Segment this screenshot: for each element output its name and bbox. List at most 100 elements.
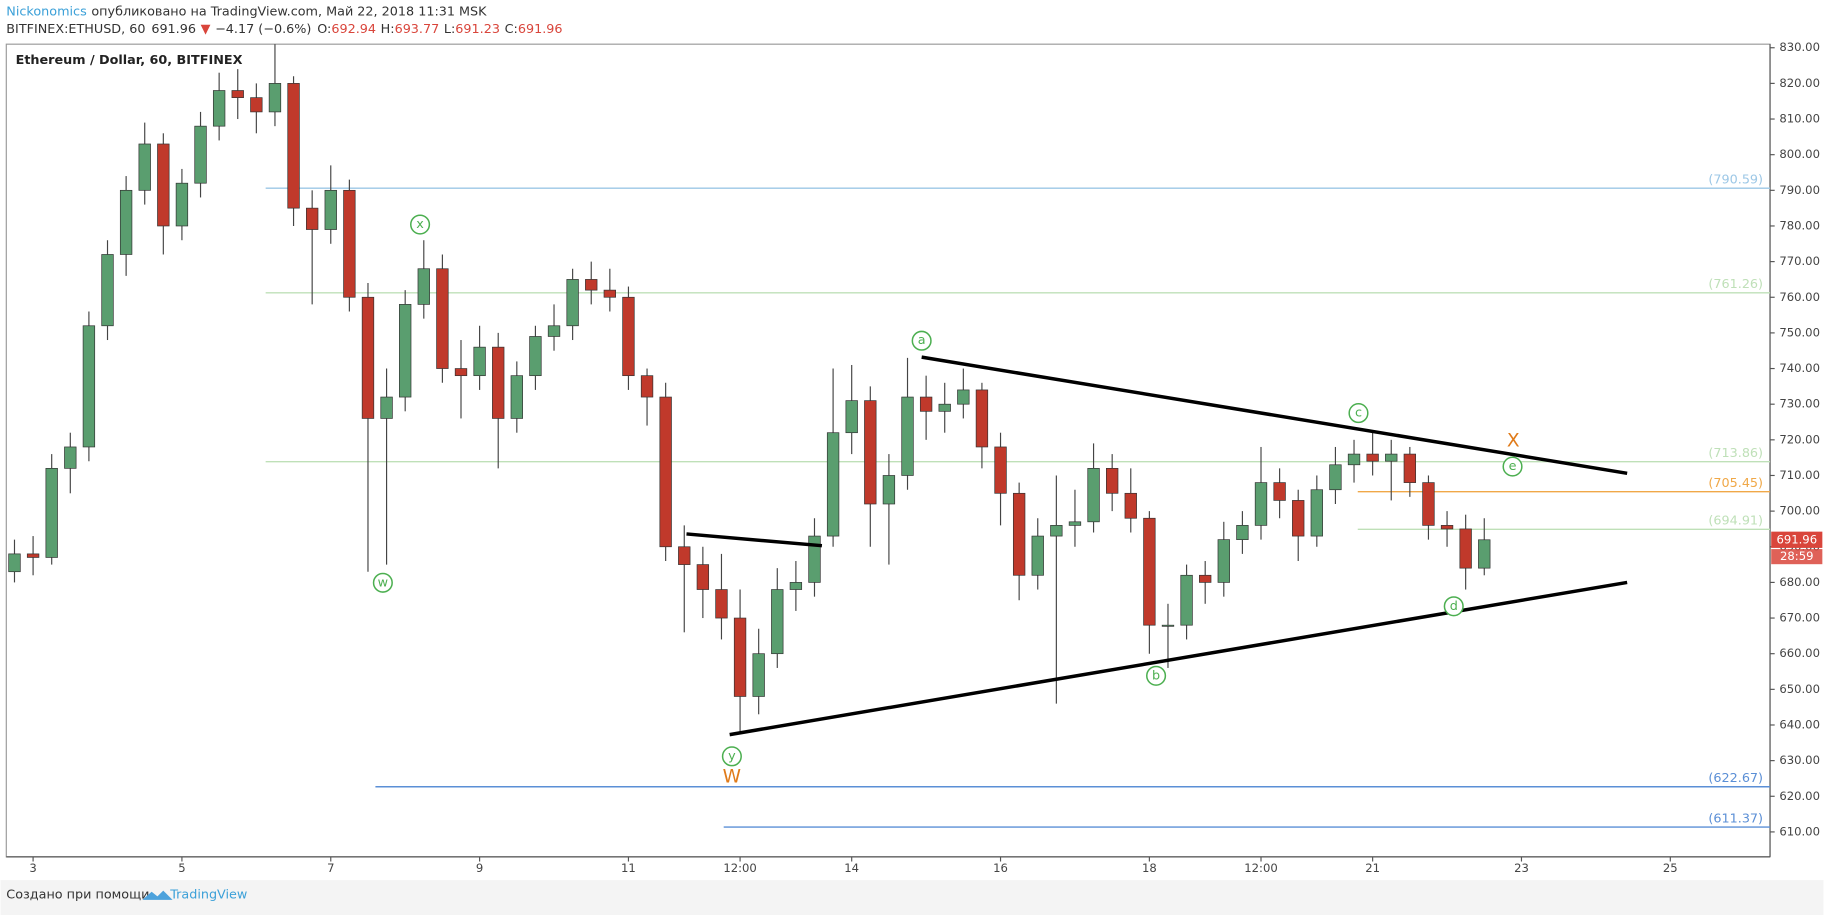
change: −4.17 (−0.6%) [215, 22, 311, 37]
candle-body [417, 268, 430, 305]
candle-body [789, 582, 803, 590]
author[interactable]: Nickonomics [6, 4, 87, 19]
candle-body [1292, 500, 1305, 537]
symbol: BITFINEX:ETHUSD, 60 [6, 22, 145, 37]
candle-body [231, 90, 244, 98]
candle-body [919, 396, 933, 412]
wave-label: w [378, 575, 388, 590]
c-label: C: [505, 22, 518, 37]
low: 691.23 [455, 22, 500, 37]
close: 691.96 [518, 22, 563, 37]
candle-body [380, 396, 393, 419]
trendline [729, 580, 1628, 737]
y-tick-label: 830.00 [1779, 40, 1820, 54]
open: 692.94 [331, 22, 376, 37]
wave-label: c [1355, 406, 1362, 421]
candle-body [882, 475, 896, 505]
wave-label: y [728, 749, 736, 764]
y-tick-label: 820.00 [1779, 76, 1820, 90]
published: опубликовано на TradingView.com, Май 22,… [91, 4, 487, 19]
candle-body [268, 83, 282, 113]
footer-brand[interactable]: TradingView [169, 888, 247, 903]
candle-body [1050, 525, 1063, 537]
candle-body [678, 546, 691, 565]
level-label: (705.45) [1708, 476, 1763, 491]
wave-label: X [1507, 430, 1520, 451]
candle-body [771, 589, 784, 655]
countdown-tag [1771, 549, 1823, 565]
candle-body [250, 97, 263, 113]
footer-bar [0, 880, 1824, 915]
y-tick-label: 610.00 [1779, 824, 1820, 838]
candle-body [752, 653, 765, 697]
candle-body [640, 375, 654, 398]
candle-body [194, 125, 207, 184]
level-label: (790.59) [1708, 173, 1763, 188]
candle-body [1273, 482, 1286, 501]
candle-body [492, 346, 505, 419]
candle-body [473, 346, 486, 377]
candle-body [1478, 539, 1491, 569]
candle-body [1403, 453, 1417, 483]
candle-body [343, 189, 356, 298]
candle-body [1106, 467, 1119, 494]
wave-circle [1146, 665, 1167, 686]
x-tick-label: 12:00 [1244, 861, 1277, 875]
candle-body [287, 83, 300, 209]
candle-body [585, 279, 598, 291]
candle-body [975, 389, 989, 448]
candle-body [547, 325, 561, 337]
candle-body [64, 446, 77, 469]
candle-body [1385, 453, 1398, 462]
l-label: L: [444, 22, 455, 37]
candle-body [696, 564, 710, 590]
x-tick-label: 16 [993, 861, 1008, 875]
candle-body [901, 396, 914, 476]
y-tick-label: 780.00 [1779, 218, 1820, 232]
candle-body [119, 189, 133, 255]
y-tick-label: 730.00 [1779, 397, 1820, 411]
candle-body [733, 617, 747, 697]
y-tick-label: 710.00 [1779, 468, 1820, 482]
candle-body [622, 296, 635, 377]
candle-body [101, 254, 114, 327]
candle-body [212, 90, 226, 127]
candle-body [1217, 539, 1230, 583]
y-tick-label: 650.00 [1779, 682, 1820, 696]
wave-label: e [1509, 459, 1517, 474]
y-tick-label: 720.00 [1779, 432, 1820, 446]
y-tick-label: 700.00 [1779, 504, 1820, 518]
wave-label: x [416, 217, 424, 232]
wave-circle [1348, 403, 1369, 424]
x-tick-label: 21 [1365, 861, 1380, 875]
candle-body [510, 375, 523, 419]
wave-label: d [1450, 599, 1458, 614]
y-tick-label: 620.00 [1779, 789, 1820, 803]
candle-body [529, 336, 542, 377]
trendline [686, 532, 823, 548]
trendline [921, 355, 1628, 476]
candle-body [845, 400, 858, 434]
wave-circle [1443, 596, 1464, 617]
x-tick-label: 14 [844, 861, 859, 875]
y-tick-label: 740.00 [1779, 361, 1820, 375]
candle-body [1254, 482, 1268, 526]
y-tick-label: 750.00 [1779, 325, 1820, 339]
x-tick-label: 9 [476, 861, 483, 875]
candle-body [1459, 528, 1472, 569]
candle-body [8, 553, 21, 573]
wave-circle [372, 572, 393, 593]
y-tick-label: 760.00 [1779, 290, 1820, 304]
candle-body [1068, 521, 1082, 526]
x-tick-label: 3 [29, 861, 36, 875]
y-tick-label: 800.00 [1779, 147, 1820, 161]
candle-body [1087, 467, 1100, 523]
candle-body [399, 304, 412, 398]
y-tick-label: 630.00 [1779, 753, 1820, 767]
candle-body [1031, 535, 1044, 576]
countdown-label: 28:59 [1780, 549, 1813, 563]
candle-body [1422, 482, 1435, 526]
candle-body [1124, 492, 1137, 519]
